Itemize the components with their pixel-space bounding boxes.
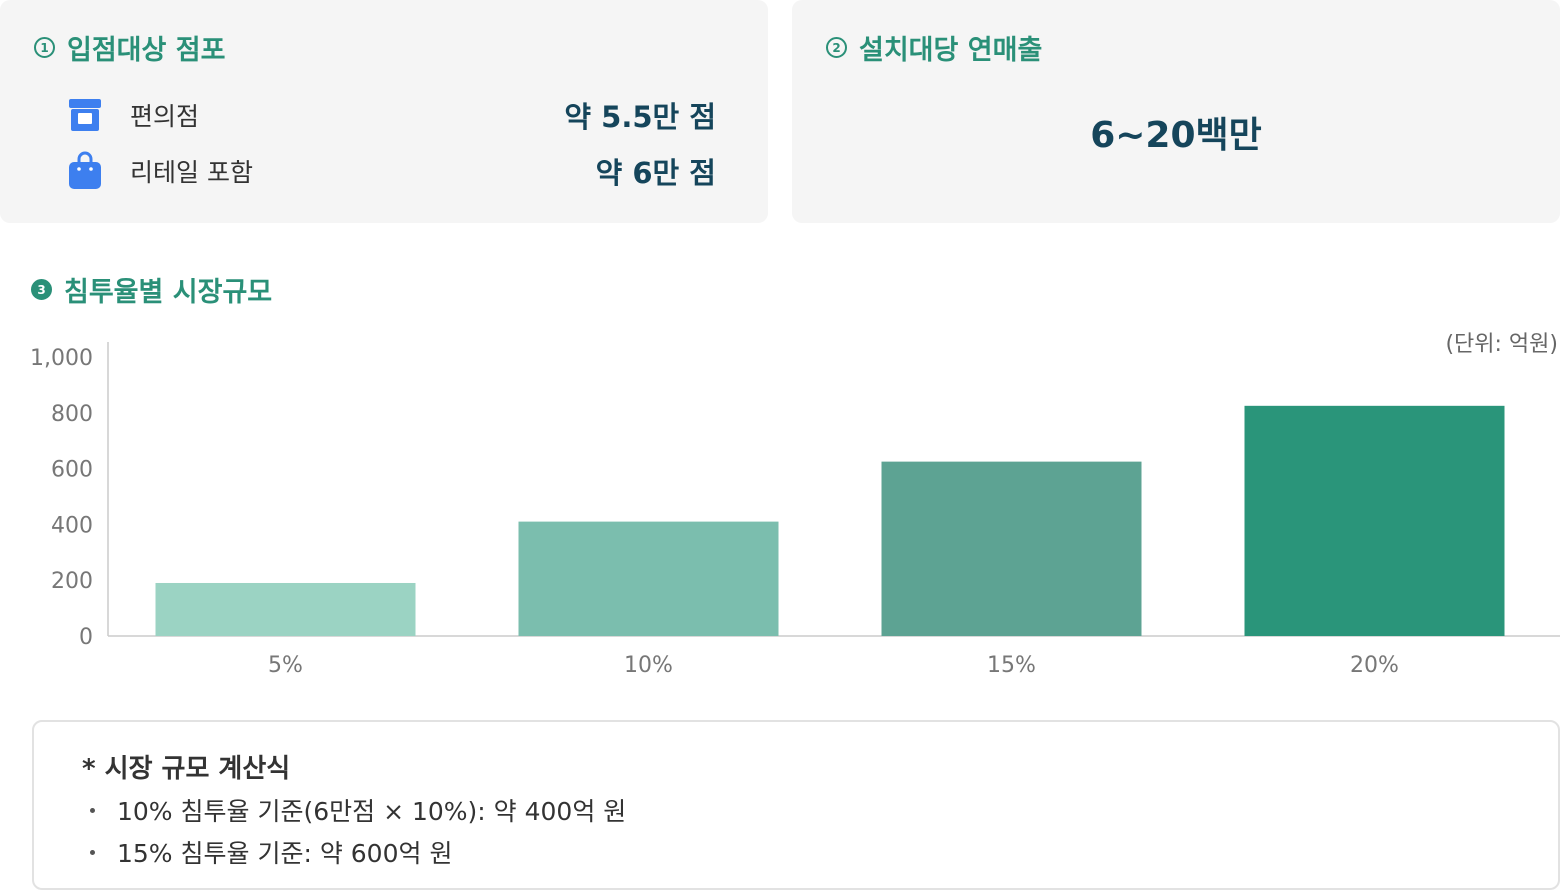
section-title-market-size: 3 침투율별 시장규모 [31,270,272,309]
y-tick-label: 400 [51,513,93,538]
store-icon [66,95,104,135]
bullet-dot [90,849,95,855]
store-value: 약 5.5만 점 [564,100,716,134]
store-row-retail: 리테일 포함 약 6만 점 [66,151,716,191]
y-tick-label: 800 [51,402,93,427]
section-number-badge: 2 [826,37,847,58]
note-title: * 시장 규모 계산식 [82,754,291,784]
note-item: 15% 침투율 기준: 약 600억 원 [90,834,452,870]
unit-label: (단위: 억원) [1445,332,1558,357]
y-tick-label: 0 [79,625,93,650]
note-item-text: 15% 침투율 기준: 약 600억 원 [117,839,453,868]
y-tick-label: 200 [51,569,93,594]
bar [155,582,416,636]
store-row-convenience: 편의점 약 5.5만 점 [66,95,716,135]
annual-sales-card: 2 설치대당 연매출 6~20백만 [792,0,1560,223]
y-tick-label: 1,000 [30,346,93,371]
section-title-text: 침투율별 시장규모 [64,277,273,308]
annual-sales-value: 6~20백만 [1090,115,1262,156]
store-label: 리테일 포함 [130,158,253,187]
store-label: 편의점 [130,102,200,131]
section-title-text: 입점대상 점포 [67,35,226,66]
calculation-note: * 시장 규모 계산식 10% 침투율 기준(6만점 × 10%): 약 400… [32,720,1560,890]
x-tick-label: 10% [624,653,673,678]
shopping-bag-icon [66,151,104,191]
section-number-badge: 3 [31,279,52,300]
x-tick-label: 20% [1350,653,1399,678]
section-title-store-count: 1 입점대상 점포 [34,28,225,67]
section-number-badge: 1 [34,37,55,58]
store-value: 약 6만 점 [595,156,716,190]
note-item-text: 10% 침투율 기준(6만점 × 10%): 약 400억 원 [117,797,627,826]
market-size-chart: 0 200 400 600 800 1,000 5% 10% 15% 20% [0,330,1560,680]
bar [518,521,779,636]
bullet-dot [90,807,95,813]
x-tick-label: 15% [987,653,1036,678]
x-tick-label: 5% [268,653,303,678]
bar [1244,405,1505,636]
section-title-text: 설치대당 연매출 [859,35,1043,66]
store-count-card: 1 입점대상 점포 편의점 약 5.5만 점 리테일 포함 약 6만 점 [0,0,768,223]
y-tick-label: 600 [51,458,93,483]
section-title-annual-sales: 2 설치대당 연매출 [826,28,1042,67]
bar-chart-svg: 0 200 400 600 800 1,000 5% 10% 15% 20% [30,342,1560,678]
note-item: 10% 침투율 기준(6만점 × 10%): 약 400억 원 [90,792,626,828]
bar [881,461,1142,636]
